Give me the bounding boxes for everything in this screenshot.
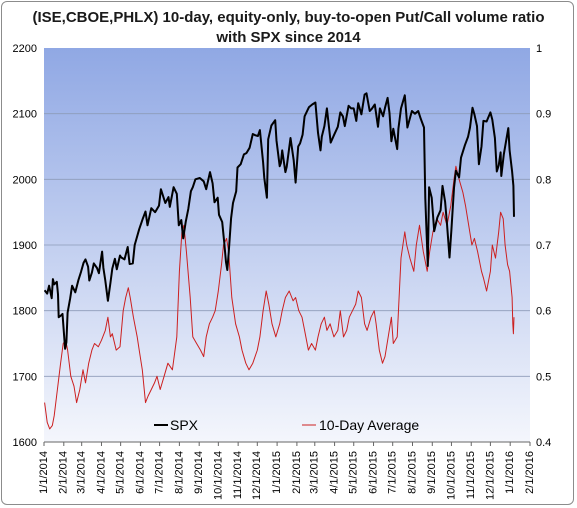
x-axis-tick-label: 1/1/2016 <box>504 451 516 494</box>
x-axis-tick-label: 10/1/2015 <box>445 451 457 500</box>
left-axis-tick-label: 2200 <box>13 43 37 55</box>
right-axis-tick-label: 0.7 <box>536 240 551 252</box>
x-axis-tick-label: 1/1/2015 <box>271 451 283 494</box>
x-axis-tick-label: 5/1/2014 <box>115 451 127 494</box>
chart-legend: SPX 10-Day Average <box>154 417 419 433</box>
x-axis-tick-label: 11/1/2014 <box>232 451 244 499</box>
right-axis-tick-label: 1 <box>536 43 542 55</box>
gridlines <box>44 113 530 377</box>
x-axis-tick-label: 6/1/2014 <box>134 451 146 494</box>
x-axis-tick-label: 2/1/2015 <box>291 451 303 494</box>
left-axis-ticks: 1600 1700 1800 1900 2000 2100 2200 <box>13 43 37 449</box>
legend-label-spx: SPX <box>170 417 199 433</box>
x-axis-tick-label: 11/1/2015 <box>465 451 477 499</box>
right-axis-tick-label: 0.4 <box>536 437 551 449</box>
series-line-spx <box>44 92 515 350</box>
x-axis-tick-label: 12/1/2015 <box>484 451 496 500</box>
right-axis-tick-label: 0.5 <box>536 371 551 383</box>
right-axis-ticks: 0.4 0.5 0.6 0.7 0.8 0.9 1 <box>536 43 551 449</box>
left-axis-tick-label: 1800 <box>13 306 37 318</box>
x-axis-tick-label: 7/1/2014 <box>153 451 165 494</box>
left-axis-tick-label: 2000 <box>13 174 37 186</box>
x-axis-tick-label: 4/1/2015 <box>328 451 340 494</box>
x-axis-ticks: 1/1/2014 2/1/2014 3/1/2014 4/1/2014 5/1/2014… <box>38 441 536 500</box>
x-axis-tick-label: 12/1/2014 <box>251 451 263 500</box>
left-axis-tick-label: 2100 <box>13 109 37 121</box>
x-axis-tick-label: 9/1/2015 <box>426 451 438 494</box>
x-axis-tick-label: 4/1/2014 <box>95 451 107 494</box>
x-axis-tick-label: 2/1/2014 <box>58 451 70 494</box>
x-axis-tick-label: 8/1/2014 <box>173 451 185 494</box>
x-axis-tick-label: 10/1/2014 <box>212 451 224 500</box>
left-axis-tick-label: 1600 <box>13 437 37 449</box>
x-axis-tick-label: 2/1/2016 <box>524 451 536 494</box>
x-axis-tick-label: 6/1/2015 <box>367 451 379 494</box>
left-axis-tick-label: 1700 <box>13 371 37 383</box>
x-axis-tick-label: 3/1/2014 <box>76 451 88 494</box>
x-axis-tick-label: 3/1/2015 <box>309 451 321 494</box>
x-axis-tick-label: 1/1/2014 <box>38 451 50 494</box>
x-axis-tick-label: 8/1/2015 <box>406 451 418 494</box>
x-axis-tick-label: 7/1/2015 <box>387 451 399 494</box>
legend-label-10-day-average: 10-Day Average <box>319 417 419 433</box>
chart-title-line-1: (ISE,CBOE,PHLX) 10-day, equity-only, buy… <box>32 9 545 26</box>
chart-title-line-2: with SPX since 2014 <box>216 29 361 46</box>
right-axis-tick-label: 0.9 <box>536 109 551 121</box>
right-axis-tick-label: 0.6 <box>536 306 551 318</box>
right-axis-tick-label: 0.8 <box>536 174 551 186</box>
x-axis-tick-label: 9/1/2014 <box>193 451 205 494</box>
x-axis-tick-label: 5/1/2015 <box>348 451 360 494</box>
left-axis-tick-label: 1900 <box>13 240 37 252</box>
